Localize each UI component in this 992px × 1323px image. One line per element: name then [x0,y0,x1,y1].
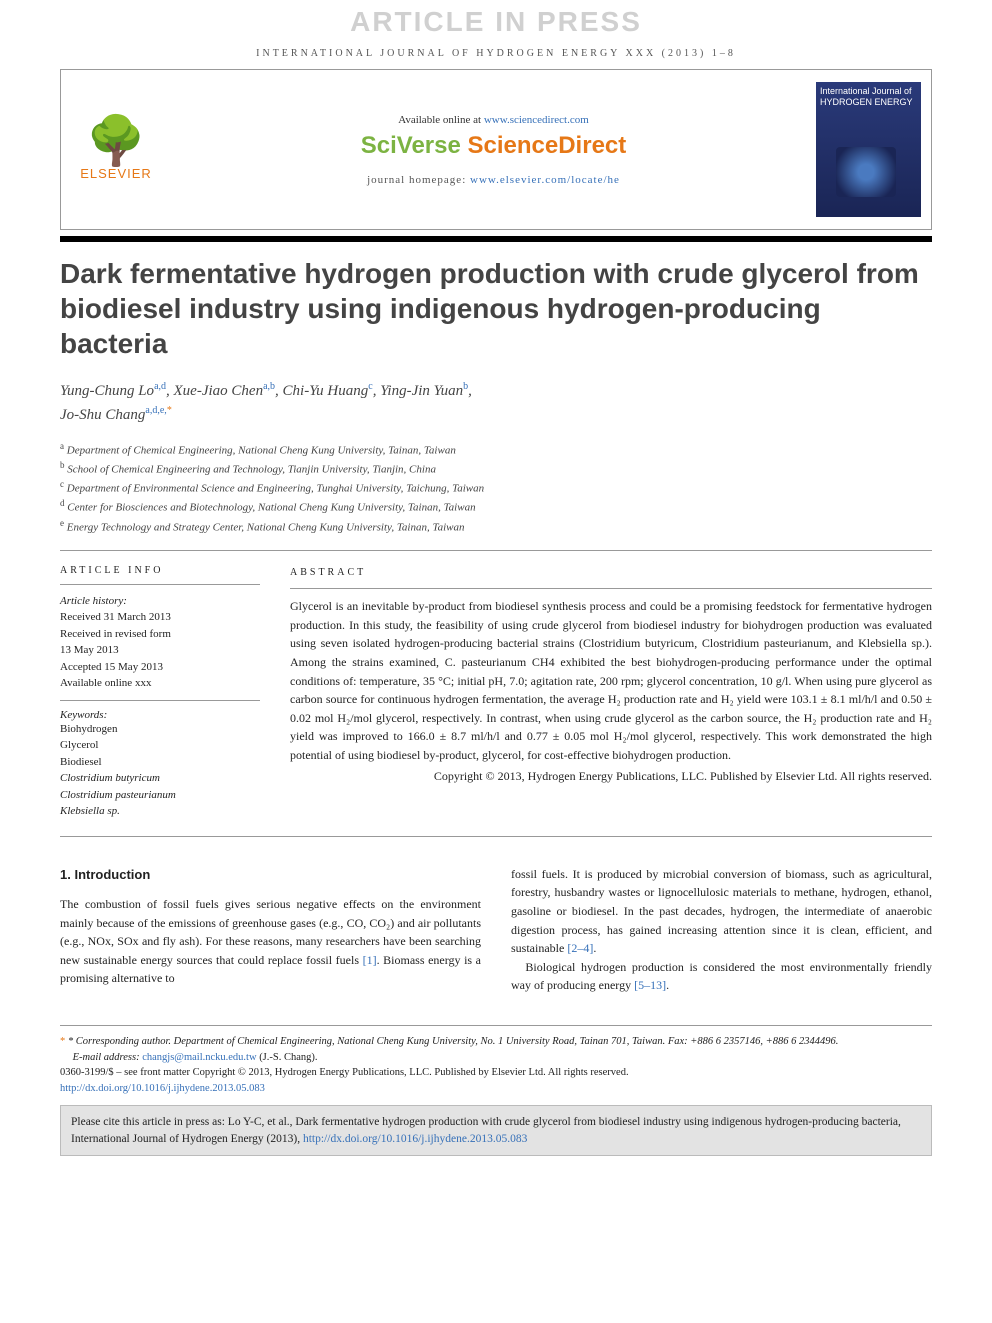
article-in-press-watermark: ARTICLE IN PRESS [0,0,992,44]
cover-image-icon [836,147,896,197]
affiliation: e Energy Technology and Strategy Center,… [60,517,932,536]
doi-link[interactable]: http://dx.doi.org/10.1016/j.ijhydene.201… [60,1083,265,1094]
keyword: Klebsiella sp. [60,803,260,820]
author: Yung-Chung Lo [60,383,154,399]
keywords-label: Keywords: [60,709,260,721]
affiliation-list: a Department of Chemical Engineering, Na… [60,440,932,551]
author: Chi-Yu Huang [283,383,369,399]
sciverse-sciencedirect-logo: SciVerse ScienceDirect [171,132,816,160]
homepage-link[interactable]: www.elsevier.com/locate/he [470,174,620,186]
author-affil-sup: c [368,381,372,392]
author-affil-sup: b [463,381,468,392]
homepage-label: journal homepage: [367,174,470,186]
keyword: Biohydrogen [60,721,260,738]
abstract-body: Glycerol is an inevitable by-product fro… [290,597,932,764]
corresponding-author-icon: * [167,405,172,416]
abstract-copyright: Copyright © 2013, Hydrogen Energy Public… [290,767,932,786]
affiliation: b School of Chemical Engineering and Tec… [60,459,932,478]
journal-homepage-line: journal homepage: www.elsevier.com/locat… [171,174,816,186]
history-label: Article history: [60,593,260,610]
citation-link[interactable]: [2–4] [567,941,593,955]
abstract-heading: ABSTRACT [290,565,932,581]
abstract-panel: ABSTRACT Glycerol is an inevitable by-pr… [290,565,932,820]
introduction-section: 1. Introduction The combustion of fossil… [60,865,932,995]
history-line: Accepted 15 May 2013 [60,659,260,676]
email-link[interactable]: changjs@mail.ncku.edu.tw [142,1052,256,1063]
intro-paragraph: Biological hydrogen production is consid… [511,958,932,995]
footer-notes: * * Corresponding author. Department of … [60,1025,932,1097]
affiliation: c Department of Environmental Science an… [60,478,932,497]
citation-link[interactable]: [1] [363,953,377,967]
email-line: E-mail address: changjs@mail.ncku.edu.tw… [60,1050,932,1066]
intro-paragraph: The combustion of fossil fuels gives ser… [60,895,481,988]
keyword: Clostridium butyricum [60,770,260,787]
article-info-heading: ARTICLE INFO [60,565,260,576]
journal-header-box: 🌳 ELSEVIER Available online at www.scien… [60,69,932,230]
keyword: Glycerol [60,737,260,754]
header-center: Available online at www.sciencedirect.co… [171,114,816,186]
citation-link[interactable]: [5–13] [634,978,666,992]
author: Ying-Jin Yuan [380,383,463,399]
article-info-panel: ARTICLE INFO Article history: Received 3… [60,565,260,820]
available-label: Available online at [398,114,484,126]
journal-cover-thumbnail: International Journal of HYDROGEN ENERGY [816,82,921,217]
author: Xue-Jiao Chen [174,383,264,399]
author-affil-sup: a,b [263,381,275,392]
elsevier-logo: 🌳 ELSEVIER [61,118,171,181]
section-heading: 1. Introduction [60,865,481,885]
available-online-line: Available online at www.sciencedirect.co… [171,114,816,126]
elsevier-brand-text: ELSEVIER [61,166,171,181]
citation-doi-link[interactable]: http://dx.doi.org/10.1016/j.ijhydene.201… [303,1133,527,1145]
article-history: Article history: Received 31 March 2013 … [60,593,260,692]
intro-col-right: fossil fuels. It is produced by microbia… [511,865,932,995]
keyword: Biodiesel [60,754,260,771]
keyword: Clostridium pasteurianum [60,787,260,804]
affiliation: d Center for Biosciences and Biotechnolo… [60,497,932,516]
issn-line: 0360-3199/$ – see front matter Copyright… [60,1065,932,1081]
elsevier-tree-icon: 🌳 [61,118,171,166]
history-line: Received 31 March 2013 [60,609,260,626]
sciverse-text: SciVerse [361,132,468,159]
author-affil-sup: a,d,e, [145,405,166,416]
intro-paragraph: fossil fuels. It is produced by microbia… [511,865,932,958]
citation-box: Please cite this article in press as: Lo… [60,1105,932,1156]
info-abstract-row: ARTICLE INFO Article history: Received 3… [60,565,932,837]
affiliation: a Department of Chemical Engineering, Na… [60,440,932,459]
doi-line: http://dx.doi.org/10.1016/j.ijhydene.201… [60,1081,932,1097]
keywords-list: Biohydrogen Glycerol Biodiesel Clostridi… [60,721,260,820]
history-line: Received in revised form [60,626,260,643]
journal-running-header: INTERNATIONAL JOURNAL OF HYDROGEN ENERGY… [0,44,992,69]
author-list: Yung-Chung Loa,d, Xue-Jiao Chena,b, Chi-… [60,379,932,426]
author-affil-sup: a,d [154,381,166,392]
sciencedirect-link[interactable]: www.sciencedirect.com [484,114,589,126]
sciencedirect-text: ScienceDirect [468,132,627,159]
cover-title: International Journal of HYDROGEN ENERGY [820,86,917,108]
history-line: 13 May 2013 [60,642,260,659]
article-title: Dark fermentative hydrogen production wi… [60,256,932,361]
intro-col-left: 1. Introduction The combustion of fossil… [60,865,481,995]
corresponding-author-note: * * Corresponding author. Department of … [60,1034,932,1050]
history-line: Available online xxx [60,675,260,692]
author: Jo-Shu Chang [60,407,145,423]
